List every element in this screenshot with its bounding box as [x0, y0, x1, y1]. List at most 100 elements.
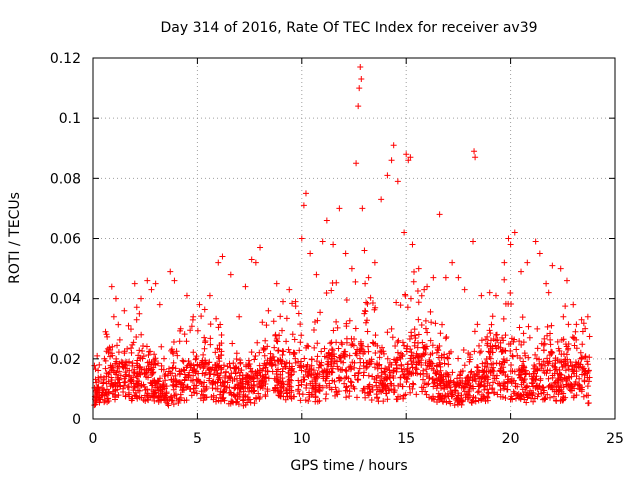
data-point: [177, 370, 184, 377]
data-point: [289, 300, 296, 307]
data-point: [358, 76, 365, 83]
data-point: [125, 389, 132, 396]
data-point: [286, 360, 293, 367]
data-point: [254, 339, 261, 346]
data-point: [229, 340, 236, 347]
data-point: [537, 386, 544, 393]
data-point: [383, 390, 390, 397]
data-point: [158, 343, 165, 350]
data-point: [143, 373, 150, 380]
data-point: [171, 392, 178, 399]
data-point: [406, 336, 413, 343]
data-point: [145, 352, 152, 359]
data-point: [237, 379, 244, 386]
data-point: [224, 363, 231, 370]
data-point: [321, 353, 328, 360]
data-point: [378, 196, 385, 203]
data-point: [302, 368, 309, 375]
data-point: [509, 368, 516, 375]
data-point: [353, 160, 360, 167]
data-point: [423, 371, 430, 378]
data-point: [92, 366, 99, 373]
data-point: [152, 280, 159, 287]
data-point: [583, 392, 590, 399]
data-point: [370, 340, 377, 347]
data-point: [429, 350, 436, 357]
data-point: [423, 366, 430, 373]
data-point: [286, 380, 293, 387]
data-point: [403, 348, 410, 355]
data-point: [417, 371, 424, 378]
data-point: [181, 371, 188, 378]
data-point: [96, 361, 103, 368]
data-point: [296, 364, 303, 371]
data-point: [451, 379, 458, 386]
data-point: [260, 374, 267, 381]
data-point: [397, 374, 404, 381]
data-point: [102, 365, 109, 372]
data-point: [134, 364, 141, 371]
data-point: [441, 386, 448, 393]
data-point: [298, 332, 305, 339]
data-point: [109, 343, 116, 350]
data-point: [328, 386, 335, 393]
data-point: [361, 369, 368, 376]
data-point: [541, 396, 548, 403]
data-point: [138, 394, 145, 401]
data-point: [439, 321, 446, 328]
data-point: [494, 337, 501, 344]
data-point: [214, 345, 221, 352]
data-point: [277, 357, 284, 364]
data-point: [254, 383, 261, 390]
data-point: [401, 229, 408, 236]
data-point: [499, 358, 506, 365]
data-point: [470, 385, 477, 392]
data-point: [467, 356, 474, 363]
data-point: [163, 383, 170, 390]
data-point: [334, 363, 341, 370]
data-point: [260, 346, 267, 353]
data-point: [540, 341, 547, 348]
data-point: [436, 211, 443, 218]
data-point: [187, 327, 194, 334]
data-point: [170, 376, 177, 383]
data-point: [410, 355, 417, 362]
data-point: [202, 369, 209, 376]
data-point: [94, 384, 101, 391]
data-point: [291, 349, 298, 356]
data-point: [407, 295, 414, 302]
data-point: [177, 391, 184, 398]
data-point: [415, 299, 422, 306]
data-point: [210, 371, 217, 378]
data-point: [390, 382, 397, 389]
data-point: [297, 339, 304, 346]
data-point: [120, 388, 127, 395]
data-point: [193, 353, 200, 360]
data-point: [472, 154, 479, 161]
data-point: [571, 370, 578, 377]
data-point: [357, 355, 364, 362]
data-point: [127, 326, 134, 333]
data-point: [333, 318, 340, 325]
data-point: [314, 353, 321, 360]
data-point: [261, 352, 268, 359]
data-point: [424, 283, 431, 290]
data-point: [219, 395, 226, 402]
data-point: [567, 384, 574, 391]
data-point: [556, 387, 563, 394]
data-point: [482, 336, 489, 343]
data-point: [248, 368, 255, 375]
data-point: [330, 241, 337, 248]
data-point: [586, 354, 593, 361]
data-point: [525, 323, 532, 330]
data-point: [390, 142, 397, 149]
data-point: [516, 393, 523, 400]
data-point: [130, 374, 137, 381]
data-point: [200, 351, 207, 358]
data-point: [249, 368, 256, 375]
data-point: [554, 338, 561, 345]
data-point: [364, 383, 371, 390]
data-point: [421, 344, 428, 351]
data-point: [346, 317, 353, 324]
data-point: [381, 375, 388, 382]
